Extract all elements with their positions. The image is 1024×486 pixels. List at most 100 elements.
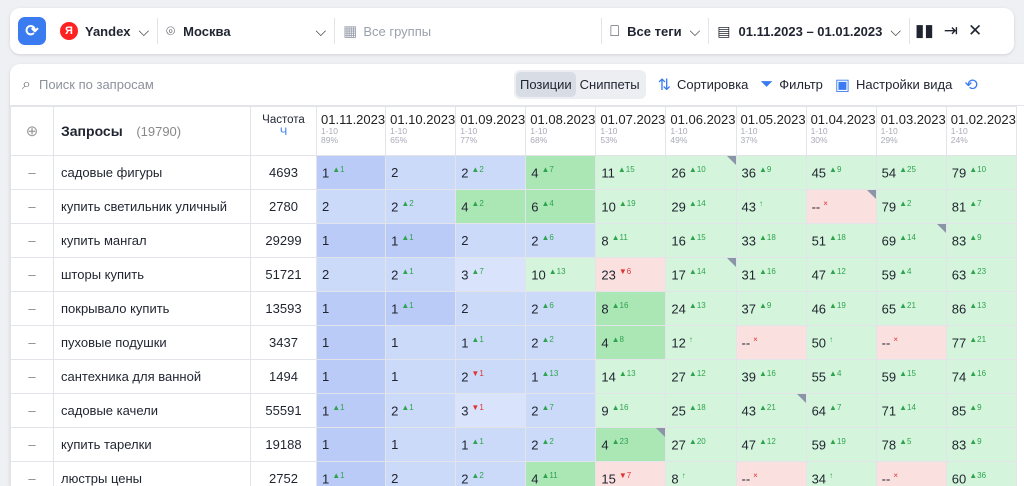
date-header[interactable]: 01.07.2023 1-10 53%	[595, 106, 667, 156]
row-select[interactable]: –	[10, 291, 54, 326]
table-row[interactable]: – купить мангал 29299 1 1 ▲1 2 2 ▲6 8 ▲11 16 ▲15 33 ▲1…	[10, 223, 1017, 258]
query-cell[interactable]: садовые фигуры	[53, 155, 251, 190]
row-select[interactable]: –	[10, 359, 54, 394]
position-cell[interactable]: 8 ▲11	[595, 223, 667, 258]
position-cell[interactable]: 55 ▲4	[805, 359, 877, 394]
position-cell[interactable]: 2 ▲1	[385, 393, 457, 428]
position-cell[interactable]: 1 ▲1	[385, 291, 457, 326]
date-header[interactable]: 01.02.2023 1-10 24%	[945, 106, 1017, 156]
position-cell[interactable]: 83 ▲9	[945, 223, 1017, 258]
query-cell[interactable]: сантехника для ванной	[53, 359, 251, 394]
query-cell[interactable]: покрывало купить	[53, 291, 251, 326]
date-header[interactable]: 01.10.2023 1-10 65%	[385, 106, 457, 156]
position-cell[interactable]: 31 ▲16	[735, 257, 807, 292]
position-cell[interactable]: 1	[315, 223, 387, 258]
position-cell[interactable]: 71 ▲14	[875, 393, 947, 428]
position-cell[interactable]: 54 ▲25	[875, 155, 947, 190]
position-cell[interactable]: 27 ▲12	[665, 359, 737, 394]
position-cell[interactable]: 2	[455, 291, 527, 326]
position-cell[interactable]: 2 ▲7	[525, 393, 597, 428]
position-cell[interactable]: 1 ▲13	[525, 359, 597, 394]
engine-select[interactable]: Я Yandex ⌵	[52, 8, 157, 54]
position-cell[interactable]: 29 ▲14	[665, 189, 737, 224]
query-cell[interactable]: купить мангал	[53, 223, 251, 258]
position-cell[interactable]: 1 ▲1	[455, 427, 527, 462]
position-cell[interactable]: 27 ▲20	[665, 427, 737, 462]
date-header[interactable]: 01.11.2023 1-10 89%	[315, 106, 387, 156]
position-cell[interactable]: 50 ↑	[805, 325, 877, 360]
position-cell[interactable]: 2	[315, 189, 387, 224]
position-cell[interactable]: 1 ▲1	[385, 223, 457, 258]
position-cell[interactable]: 79 ▲10	[945, 155, 1017, 190]
position-cell[interactable]: 10 ▲13	[525, 257, 597, 292]
position-cell[interactable]: 1	[385, 427, 457, 462]
date-header[interactable]: 01.06.2023 1-10 49%	[665, 106, 737, 156]
export-button[interactable]: ⇥	[939, 8, 963, 54]
position-cell[interactable]: 1 ▲1	[315, 155, 387, 190]
position-cell[interactable]: 16 ▲15	[665, 223, 737, 258]
sort-button[interactable]: ⇅ Сортировка	[658, 75, 749, 95]
position-cell[interactable]: 4 ▲7	[525, 155, 597, 190]
position-cell[interactable]: 60 ▲36	[945, 461, 1017, 486]
position-cell[interactable]: 59 ▲4	[875, 257, 947, 292]
position-cell[interactable]: 47 ▲12	[805, 257, 877, 292]
tags-select[interactable]: ⎕ Все теги ⌵	[602, 8, 708, 54]
position-cell[interactable]: 23 ▼6	[595, 257, 667, 292]
view-settings-button[interactable]: ▣ Настройки вида	[835, 75, 952, 95]
position-cell[interactable]: 2	[315, 257, 387, 292]
chart-button[interactable]: ▮▮	[910, 8, 939, 54]
groups-select[interactable]: ▦ Все группы	[335, 8, 601, 54]
position-cell[interactable]: 4 ▲8	[595, 325, 667, 360]
date-header[interactable]: 01.08.2023 1-10 68%	[525, 106, 597, 156]
region-select[interactable]: ⌾ Москва ⌵	[158, 8, 334, 54]
table-row[interactable]: – покрывало купить 13593 1 1 ▲1 2 2 ▲6 8 ▲16 24 ▲13 3…	[10, 291, 1017, 326]
position-cell[interactable]: 39 ▲16	[735, 359, 807, 394]
row-select[interactable]: –	[10, 325, 54, 360]
table-row[interactable]: – люстры цены 2752 1 ▲1 2 2 ▲2 4 ▲11 15 ▼7 8 ↑ -- × 34 ↑ -…	[10, 461, 1017, 486]
row-select[interactable]: –	[10, 155, 54, 190]
position-cell[interactable]: 47 ▲12	[735, 427, 807, 462]
position-cell[interactable]: -- ×	[735, 325, 807, 360]
position-cell[interactable]: 1	[315, 325, 387, 360]
frequency-header[interactable]: Частота Ч	[250, 106, 317, 156]
position-cell[interactable]: 25 ▲18	[665, 393, 737, 428]
position-cell[interactable]: 1	[315, 291, 387, 326]
position-cell[interactable]: 77 ▲21	[945, 325, 1017, 360]
select-all-cell[interactable]: ⊕	[10, 106, 54, 156]
position-cell[interactable]: 1 ▲1	[455, 325, 527, 360]
position-cell[interactable]: 43 ▲21	[735, 393, 807, 428]
position-cell[interactable]: -- ×	[805, 189, 877, 224]
query-cell[interactable]: шторы купить	[53, 257, 251, 292]
position-cell[interactable]: 79 ▲2	[875, 189, 947, 224]
position-cell[interactable]: 2 ▼1	[455, 359, 527, 394]
position-cell[interactable]: -- ×	[875, 325, 947, 360]
position-cell[interactable]: 12 ↑	[665, 325, 737, 360]
position-cell[interactable]: 83 ▲9	[945, 427, 1017, 462]
table-row[interactable]: – шторы купить 51721 2 2 ▲1 3 ▲7 10 ▲13 23 ▼6 17 ▲14 3…	[10, 257, 1017, 292]
table-row[interactable]: – садовые качели 55591 1 ▲1 2 ▲1 3 ▼1 2 ▲7 9 ▲16 25 ▲1…	[10, 393, 1017, 428]
position-cell[interactable]: 8 ▲16	[595, 291, 667, 326]
position-cell[interactable]: 74 ▲16	[945, 359, 1017, 394]
position-cell[interactable]: 37 ▲9	[735, 291, 807, 326]
position-cell[interactable]: 2 ▲2	[455, 461, 527, 486]
sync-button[interactable]: ⟲	[964, 75, 983, 95]
position-cell[interactable]: 1	[315, 359, 387, 394]
position-cell[interactable]: 65 ▲21	[875, 291, 947, 326]
query-cell[interactable]: садовые качели	[53, 393, 251, 428]
position-cell[interactable]: 4 ▲2	[455, 189, 527, 224]
date-range-select[interactable]: ▤ 01.11.2023 – 01.01.2023 ⌵	[709, 8, 909, 54]
position-cell[interactable]: 2 ▲6	[525, 291, 597, 326]
position-cell[interactable]: 3 ▲7	[455, 257, 527, 292]
table-row[interactable]: – купить тарелки 19188 1 1 1 ▲1 2 ▲2 4 ▲23 27 ▲20 47 ▲…	[10, 427, 1017, 462]
position-cell[interactable]: -- ×	[875, 461, 947, 486]
date-header[interactable]: 01.03.2023 1-10 29%	[875, 106, 947, 156]
position-cell[interactable]: 26 ▲10	[665, 155, 737, 190]
query-cell[interactable]: купить тарелки	[53, 427, 251, 462]
filter-button[interactable]: ⏷ Фильтр	[760, 76, 822, 94]
position-cell[interactable]: 33 ▲18	[735, 223, 807, 258]
date-header[interactable]: 01.05.2023 1-10 37%	[735, 106, 807, 156]
tab-positions[interactable]: Позиции	[516, 72, 576, 97]
search-input[interactable]: ⌕ Поиск по запросам	[22, 76, 502, 94]
position-cell[interactable]: 2 ▲1	[385, 257, 457, 292]
row-select[interactable]: –	[10, 393, 54, 428]
